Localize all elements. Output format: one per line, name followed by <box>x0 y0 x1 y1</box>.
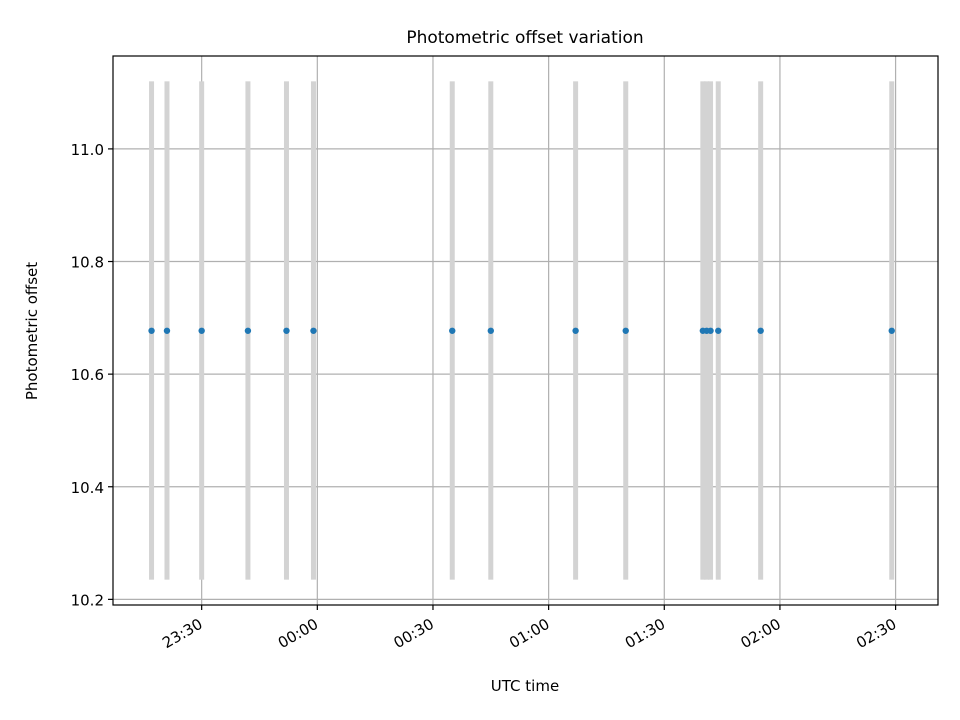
data-point <box>283 327 290 334</box>
y-tick-label: 10.8 <box>71 254 104 272</box>
data-point <box>310 327 317 334</box>
data-point <box>148 327 155 334</box>
data-point <box>757 327 764 334</box>
y-tick-label: 10.2 <box>71 591 104 609</box>
data-point <box>715 327 722 334</box>
data-point <box>163 327 171 334</box>
data-points <box>148 327 895 334</box>
data-point <box>888 327 895 334</box>
y-axis-label: Photometric offset <box>23 262 41 400</box>
plot-frame <box>112 55 939 606</box>
data-point <box>622 327 629 334</box>
chart-title: Photometric offset variation <box>406 28 643 48</box>
y-axis-ticks: 10.2 10.4 10.6 10.8 11.0 <box>71 141 113 609</box>
data-point <box>572 327 579 334</box>
y-tick-label: 10.4 <box>71 479 104 497</box>
x-axis-label: UTC time <box>491 677 559 695</box>
data-point <box>244 327 252 334</box>
y-tick-label: 11.0 <box>71 141 104 159</box>
y-tick-label: 10.6 <box>71 366 104 384</box>
data-point <box>707 327 714 334</box>
data-point <box>449 327 456 334</box>
data-point <box>198 327 205 334</box>
data-point <box>487 327 495 334</box>
